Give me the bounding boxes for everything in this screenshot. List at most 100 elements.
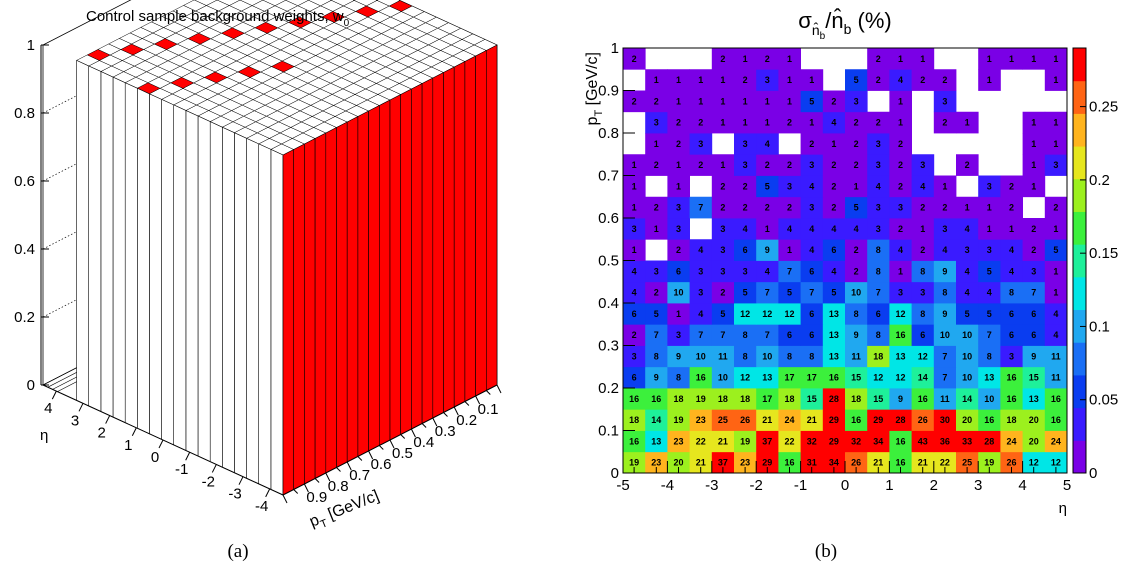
heatmap-cell: [645, 451, 668, 474]
panel-a-lego-plot: 00.20.40.60.8143210-1-2-3-4η0.90.80.70.6…: [14, 0, 502, 531]
y-tick-label: 1: [611, 40, 619, 57]
cell-label: 16: [784, 458, 794, 468]
pt-tick-label: 0.6: [371, 456, 392, 473]
x-tick-label: 0: [841, 477, 849, 494]
eta-tick-label: 1: [124, 437, 132, 454]
cell-label: 2: [743, 203, 748, 213]
heatmap-cell: [623, 430, 646, 453]
heatmap-cell: [867, 69, 890, 91]
cell-label: 3: [942, 96, 947, 106]
colorbar-tick-label: 0.15: [1089, 245, 1118, 262]
cell-label: 5: [1053, 245, 1058, 255]
heatmap-cell: [1000, 388, 1023, 410]
cell-label: 13: [651, 436, 661, 446]
pt-tick: [410, 428, 416, 438]
heatmap-cell: [778, 388, 801, 410]
cell-label: 4: [698, 309, 703, 319]
top-cell: [307, 0, 332, 7]
heatmap-cell: [933, 69, 957, 91]
heatmap-cell: [800, 133, 824, 155]
cell-label: 8: [876, 266, 881, 276]
heatmap-cell: [867, 409, 890, 431]
cell-label: 12: [740, 373, 750, 383]
heatmap-cell: [1000, 196, 1023, 219]
heatmap-cell: [822, 324, 846, 346]
heatmap-cell: [956, 239, 979, 261]
cell-label: 30: [940, 415, 950, 425]
heatmap-cell: [889, 451, 912, 474]
cell-label: 1: [1031, 54, 1036, 64]
cell-label: 10: [962, 330, 972, 340]
cell-label: 2: [809, 139, 814, 149]
cell-label: 2: [942, 118, 947, 128]
cell-label: 21: [873, 458, 883, 468]
pt-tick: [485, 390, 491, 395]
colorbar-segment: [1073, 407, 1086, 441]
heatmap-cell: [711, 366, 735, 389]
cell-label: 8: [809, 351, 814, 361]
cell-label: 7: [787, 266, 792, 276]
x-tick-label: 3: [974, 477, 982, 494]
heatmap-cell: [800, 154, 824, 176]
heatmap-cell: [734, 451, 757, 474]
cell-label: 3: [654, 118, 659, 128]
top-cell: [183, 0, 207, 12]
y-tick-label: 0.8: [598, 125, 619, 142]
heatmap-cell: [667, 366, 690, 389]
cell-label: 7: [942, 373, 947, 383]
heatmap-cell: [822, 451, 846, 474]
x-tick-label: 1: [885, 477, 893, 494]
heatmap-cell: [978, 69, 1001, 91]
heatmap-cell: [845, 260, 868, 283]
heatmap-cell: [623, 239, 646, 261]
cell-label: 2: [942, 203, 947, 213]
cell-label: 2: [632, 54, 637, 64]
heatmap-cell: [978, 324, 1001, 346]
heatmap-cell: [911, 409, 935, 431]
heatmap-cell: [911, 451, 935, 474]
z-tick-label: 0.4: [14, 241, 35, 258]
heatmap-cell: [689, 324, 713, 346]
colorbar-segment: [1073, 146, 1086, 180]
heatmap-cell: [845, 409, 868, 431]
cell-label: 8: [743, 330, 748, 340]
front-left-column: [222, 126, 235, 474]
cell-label: 2: [632, 330, 637, 340]
heatmap-cell: [889, 175, 912, 198]
heatmap-cell: [1044, 451, 1068, 474]
cell-label: 8: [654, 351, 659, 361]
heatmap-cell: [734, 133, 757, 155]
cell-label: 2: [765, 160, 770, 170]
cell-label: 23: [740, 458, 750, 468]
heatmap-cell: [1022, 133, 1046, 155]
cell-label: 12: [740, 309, 750, 319]
cell-label: 3: [743, 160, 748, 170]
heatmap-cell: [689, 260, 713, 283]
colorbar-segment: [1073, 48, 1086, 82]
cell-label: 19: [984, 458, 994, 468]
heatmap-cell: [845, 154, 868, 176]
cell-label: 6: [809, 330, 814, 340]
heatmap-cell: [800, 196, 824, 219]
cell-label: 6: [809, 309, 814, 319]
eta-tick-label: -3: [228, 486, 241, 503]
pt-tick: [464, 401, 470, 406]
cell-label: 2: [1031, 224, 1036, 234]
eta-tick-label: -1: [175, 461, 188, 478]
heatmap-cell: [1044, 218, 1068, 240]
cell-label: 14: [962, 394, 972, 404]
front-right-column: [411, 83, 423, 430]
heatmap-cell: [711, 218, 735, 240]
cell-label: 1: [920, 54, 925, 64]
x-axis-title: η: [1059, 500, 1067, 517]
heatmap-cell: [734, 303, 757, 325]
heatmap-cell: [911, 196, 935, 219]
heatmap-cell: [956, 260, 979, 283]
cell-label: 1: [787, 75, 792, 85]
cell-label: 26: [851, 458, 861, 468]
x-tick-label: -4: [661, 477, 674, 494]
heatmap-cell: [734, 69, 757, 91]
heatmap-cell: [800, 388, 824, 410]
heatmap-cell: [845, 218, 868, 240]
top-cell: [376, 0, 401, 7]
